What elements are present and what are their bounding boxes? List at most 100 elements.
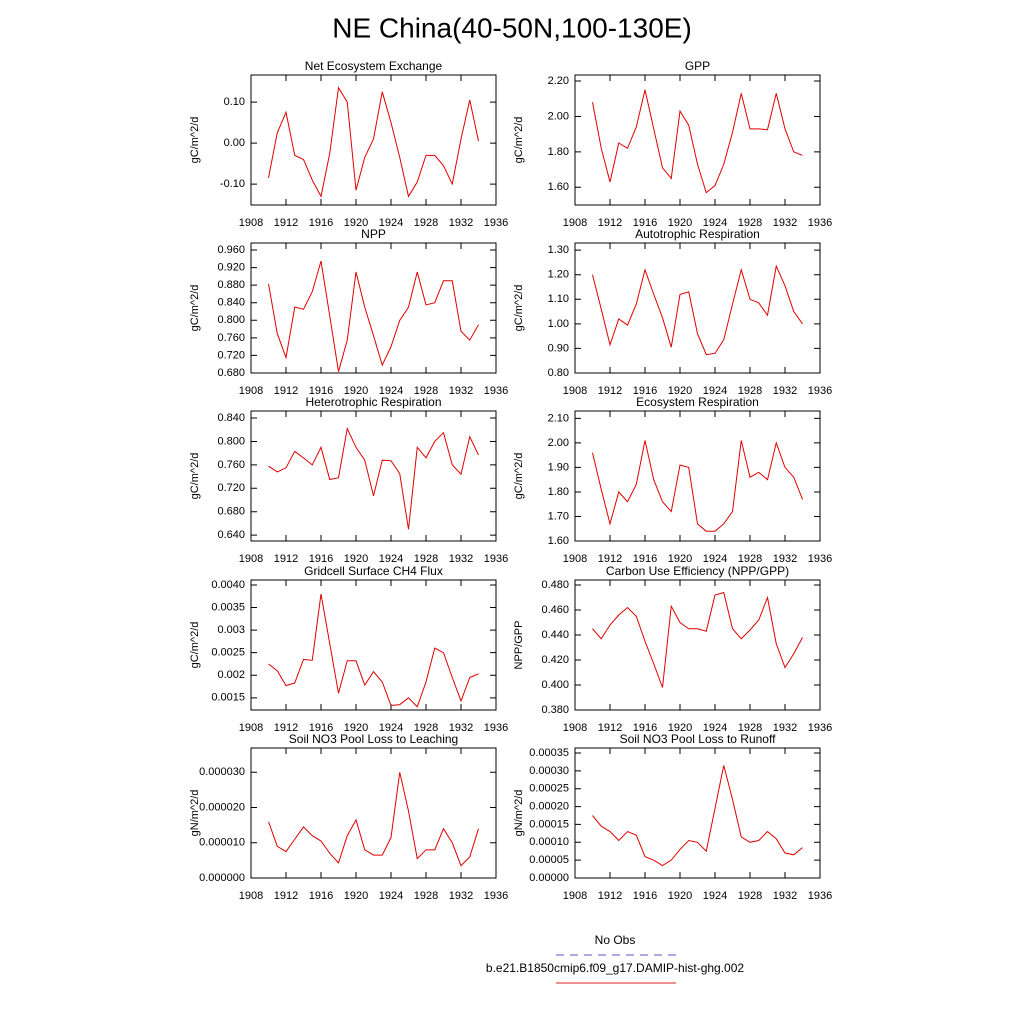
x-tick-label: 1912 (598, 722, 622, 734)
y-tick-label: 0.680 (217, 367, 245, 379)
y-tick-label: 0.00035 (529, 747, 569, 759)
y-tick-label: 0.000010 (199, 837, 245, 849)
x-tick-label: 1908 (563, 722, 587, 734)
y-tick-label: 0.640 (217, 529, 245, 541)
y-tick-label: 2.20 (548, 75, 569, 87)
x-tick-label: 1916 (309, 385, 333, 397)
x-tick-label: 1932 (773, 890, 797, 902)
x-tick-label: 1920 (668, 217, 692, 229)
y-tick-label: 0.90 (548, 342, 569, 354)
x-tick-label: 1908 (239, 385, 263, 397)
y-tick-label: 0.00025 (529, 783, 569, 795)
x-tick-label: 1908 (563, 217, 587, 229)
x-tick-label: 1928 (738, 217, 762, 229)
x-tick-label: 1908 (239, 553, 263, 565)
data-line (268, 260, 479, 372)
x-tick-label: 1936 (484, 385, 508, 397)
y-tick-label: 0.420 (541, 654, 569, 666)
x-tick-label: 1924 (703, 890, 727, 902)
y-tick-label: 1.70 (548, 510, 569, 522)
plot-frame (250, 410, 497, 542)
x-tick-label: 1936 (484, 722, 508, 734)
y-tick-label: 2.00 (548, 437, 569, 449)
y-tick-label: 0.00000 (529, 872, 569, 884)
x-tick-label: 1912 (598, 553, 622, 565)
y-tick-label: 0.00010 (529, 836, 569, 848)
y-tick-label: 1.80 (548, 146, 569, 158)
x-tick-label: 1928 (738, 385, 762, 397)
x-tick-label: 1928 (738, 890, 762, 902)
x-tick-label: 1908 (239, 217, 263, 229)
x-tick-label: 1916 (309, 722, 333, 734)
x-tick-label: 1912 (274, 217, 298, 229)
plot-frame (574, 579, 821, 711)
y-tick-label: 1.80 (548, 486, 569, 498)
y-tick-label: 0.003 (217, 624, 245, 636)
y-tick-label: 2.10 (548, 412, 569, 424)
y-tick-label: 0.460 (541, 604, 569, 616)
y-axis-label: gC/m^2/d (189, 117, 201, 164)
x-tick-label: 1928 (738, 553, 762, 565)
x-tick-label: 1936 (808, 890, 832, 902)
x-tick-label: 1908 (239, 890, 263, 902)
data-line (592, 89, 803, 194)
x-tick-label: 1928 (414, 553, 438, 565)
x-tick-label: 1932 (449, 722, 473, 734)
y-tick-label: 0.00 (224, 137, 245, 149)
x-tick-label: 1932 (449, 385, 473, 397)
y-tick-label: 0.680 (217, 506, 245, 518)
y-tick-label: 0.0015 (211, 692, 245, 704)
data-line (592, 440, 803, 532)
y-tick-label: 0.720 (217, 482, 245, 494)
y-tick-label: 0.000020 (199, 801, 245, 813)
y-tick-label: 0.000000 (199, 872, 245, 884)
x-tick-label: 1924 (703, 722, 727, 734)
y-tick-label: 2.00 (548, 110, 569, 122)
x-tick-label: 1936 (808, 722, 832, 734)
y-tick-label: 0.480 (541, 579, 569, 591)
y-tick-label: 1.60 (548, 535, 569, 547)
y-tick-label: 0.380 (541, 704, 569, 716)
y-axis-label: gN/m^2/d (513, 790, 525, 837)
y-tick-label: 0.840 (217, 412, 245, 424)
x-tick-label: 1916 (309, 553, 333, 565)
y-tick-label: 0.0040 (211, 579, 245, 591)
y-tick-label: 0.960 (217, 244, 245, 256)
y-tick-label: 0.00030 (529, 765, 569, 777)
x-tick-label: 1908 (563, 890, 587, 902)
figure-title: NE China(40-50N,100-130E) (332, 12, 692, 43)
data-line (268, 593, 479, 708)
panel-title: NPP (361, 227, 386, 241)
x-tick-label: 1908 (239, 722, 263, 734)
y-tick-label: 0.00015 (529, 818, 569, 830)
x-tick-label: 1916 (633, 385, 657, 397)
y-axis-label: gC/m^2/d (189, 453, 201, 500)
plot-frame (574, 74, 821, 206)
x-tick-label: 1912 (598, 217, 622, 229)
panel-title: GPP (685, 59, 710, 73)
x-tick-label: 1932 (449, 890, 473, 902)
x-tick-label: 1924 (379, 722, 403, 734)
y-tick-label: 0.00005 (529, 854, 569, 866)
x-tick-label: 1928 (414, 385, 438, 397)
x-tick-label: 1932 (449, 553, 473, 565)
x-tick-label: 1932 (773, 385, 797, 397)
x-tick-label: 1916 (309, 890, 333, 902)
y-tick-label: 0.0025 (211, 647, 245, 659)
data-line (268, 772, 479, 867)
data-line (592, 765, 803, 867)
y-tick-label: 0.800 (217, 435, 245, 447)
x-tick-label: 1912 (598, 890, 622, 902)
y-tick-label: 0.760 (217, 332, 245, 344)
x-tick-label: 1916 (633, 890, 657, 902)
x-tick-label: 1924 (703, 385, 727, 397)
y-tick-label: 0.00020 (529, 800, 569, 812)
x-tick-label: 1936 (484, 890, 508, 902)
x-tick-label: 1908 (563, 385, 587, 397)
y-tick-label: 0.80 (548, 367, 569, 379)
y-tick-label: 0.760 (217, 459, 245, 471)
x-tick-label: 1920 (344, 553, 368, 565)
panel-title: Heterotrophic Respiration (305, 395, 441, 409)
plot-frame (250, 747, 497, 879)
y-axis-label: gC/m^2/d (513, 453, 525, 500)
